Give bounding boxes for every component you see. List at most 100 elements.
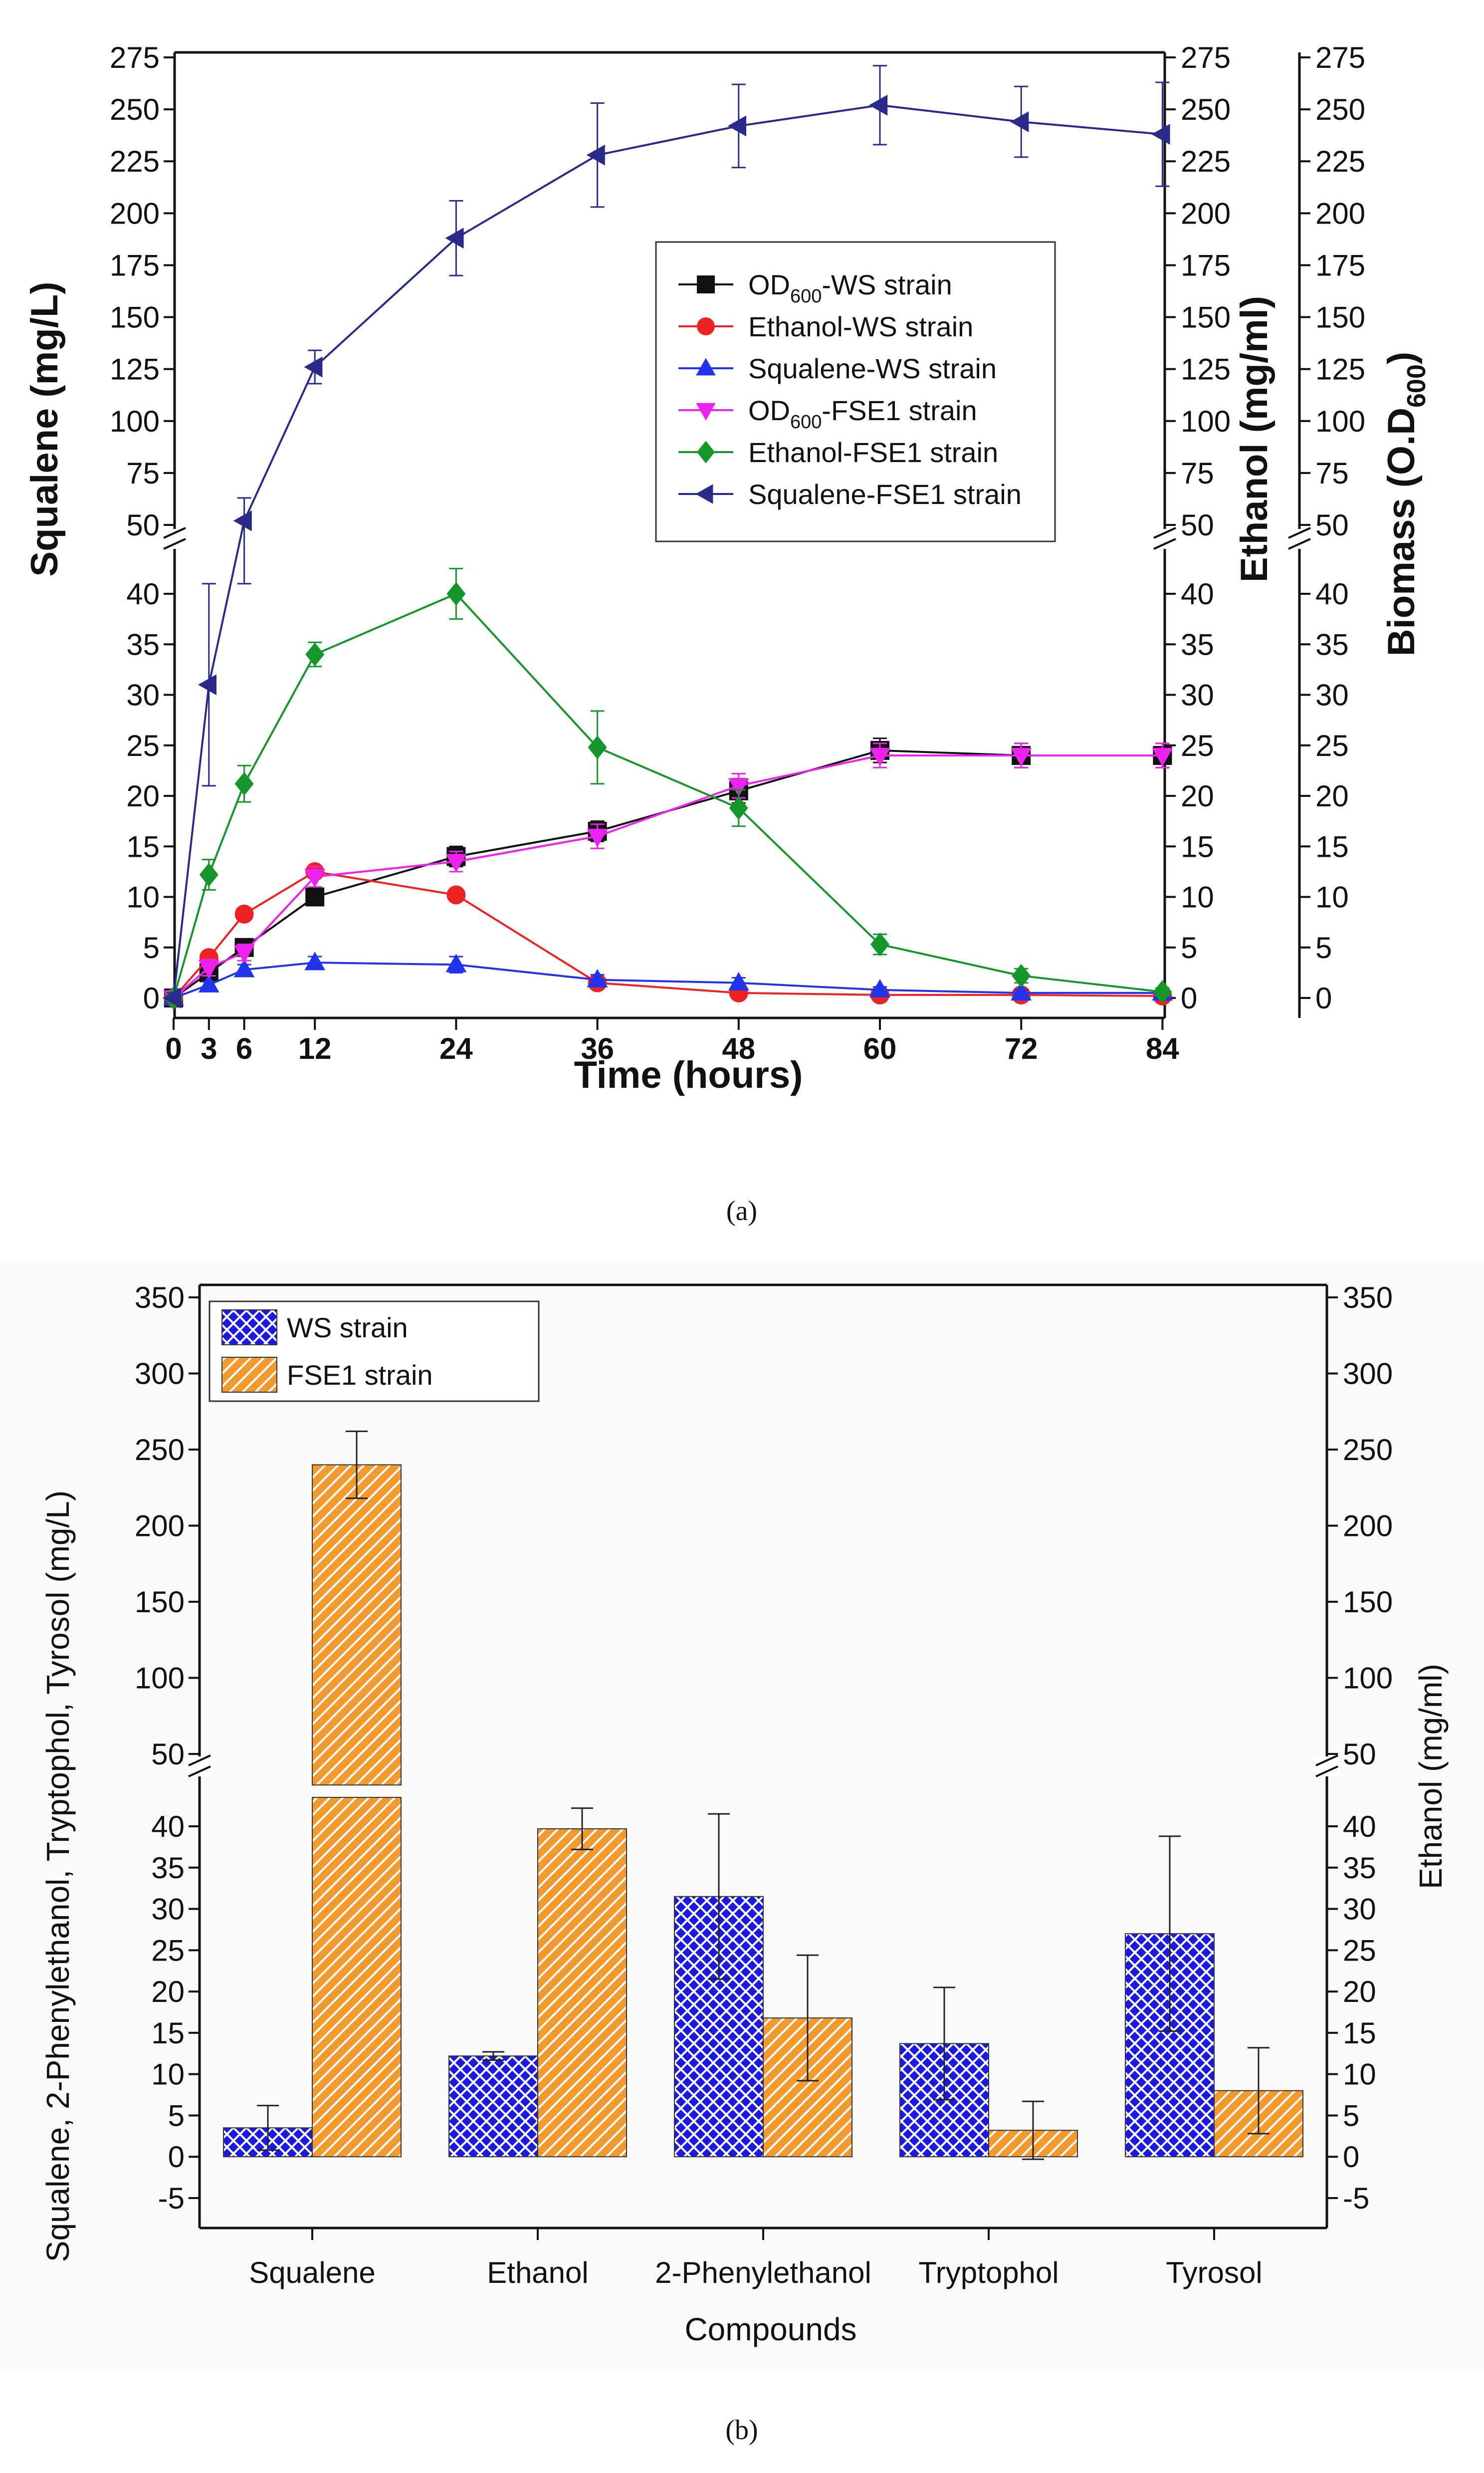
- chart-a-legend-label: OD600-WS strain: [748, 269, 952, 307]
- chart-a-xlabel: Time (hours): [574, 1054, 803, 1096]
- chart-a-point: [870, 932, 889, 957]
- chart-a-point: [233, 945, 255, 964]
- chart-a-point: [1012, 964, 1031, 988]
- chart-b-ytick-right-label: 100: [1343, 1662, 1393, 1695]
- chart-a-point: [587, 969, 608, 988]
- chart-b-xtick-label: Tyrosol: [1166, 2256, 1262, 2289]
- chart-a-ytick-right-label: 275: [1181, 41, 1231, 74]
- chart-a-legend-marker: [695, 484, 713, 504]
- chart-b-ytick-right-label: 30: [1343, 1893, 1376, 1926]
- chart-a-legend-label-main: Squalene-FSE1 strain: [748, 479, 1022, 510]
- chart-a-axis-break-0-slash-upper: [163, 527, 186, 539]
- chart-a-ytick-right-label: 0: [1181, 982, 1197, 1015]
- chart-a-ytick-right-label: 100: [1181, 405, 1231, 438]
- chart-b-ytick-left-label: 35: [151, 1851, 185, 1885]
- chart-b-background: [0, 1262, 1484, 2370]
- chart-a-ytick-left-label: 150: [110, 301, 160, 334]
- chart-a-point: [728, 778, 749, 797]
- chart-a-ytick-right-label: 15: [1181, 830, 1214, 863]
- chart-a-point: [1011, 747, 1032, 766]
- chart-a-point: [198, 674, 216, 696]
- chart-a-xtick-label: 72: [1005, 1032, 1038, 1065]
- caption-a: (a): [726, 1196, 757, 1227]
- chart-b-bars: [223, 1430, 1303, 2160]
- chart-a-xtick-label: 84: [1146, 1032, 1179, 1065]
- chart-b: -5051015202530354050100150200250300350-5…: [0, 1262, 1484, 2370]
- chart-a-legend-box: [655, 241, 1056, 542]
- chart-a-point: [587, 828, 608, 847]
- chart-a-point: [304, 952, 326, 971]
- chart-b-axis-break-0-slash-lower: [188, 1765, 211, 1777]
- chart-b-ytick-left-label: 350: [135, 1281, 185, 1314]
- chart-a-axis-break-2-slash-upper: [1288, 527, 1311, 539]
- chart-a-legend-marker: [696, 358, 716, 376]
- chart-b-ytick-left-label: 300: [135, 1357, 185, 1391]
- legend-ws-label: WS strain: [287, 1312, 408, 1343]
- chart-b-ytick-left-label: 25: [151, 1934, 185, 1967]
- chart-a-legend-marker: [696, 403, 716, 421]
- chart-b-ytick-right-label: 5: [1343, 2099, 1359, 2132]
- chart-a-series-line: [173, 754, 1163, 999]
- chart-a-ytick-right2-label: 30: [1315, 679, 1349, 712]
- chart-a-ytick-right2-label: 100: [1315, 405, 1365, 438]
- chart-b-ytick-right-label: 50: [1343, 1737, 1376, 1771]
- chart-b-ytick-right-label: 250: [1343, 1433, 1393, 1467]
- chart-a-point: [304, 869, 326, 888]
- chart-a-point: [588, 736, 607, 759]
- chart-b-ytick-left-label: 40: [151, 1810, 185, 1843]
- chart-b-ytick-left-label: 100: [135, 1662, 185, 1695]
- chart-a-ytick-right2-label: 10: [1315, 881, 1349, 914]
- chart-a-ytick-right-label: 250: [1181, 93, 1231, 126]
- chart-a-ytick-right-label: 5: [1181, 931, 1197, 965]
- chart-b-ytick-right-label: 350: [1343, 1281, 1393, 1314]
- chart-b-ytick-left-label: 0: [168, 2140, 185, 2174]
- chart-a-legend-label-main: Ethanol-FSE1 strain: [748, 437, 998, 468]
- chart-b-ylabel-right: Ethanol (mg/ml): [1413, 1664, 1449, 1889]
- chart-a-point: [446, 582, 466, 606]
- legend-ws-swatch: [221, 1309, 277, 1345]
- legend-fse1-label: FSE1 strain: [287, 1359, 433, 1391]
- chart-a-point: [729, 796, 748, 820]
- chart-b-axis-break-0: [187, 1754, 212, 1777]
- chart-b-ytick-right-label: 0: [1343, 2140, 1359, 2174]
- chart-a-ticks: 0510152025303540507510012515017520022525…: [110, 41, 1365, 1065]
- chart-b-axis-break-0-slash-upper: [188, 1754, 211, 1766]
- chart-b-legend: WS strain FSE1 strain: [209, 1300, 540, 1402]
- chart-a-ytick-right-label: 20: [1181, 779, 1214, 813]
- chart-a-ytick-right2-label: 20: [1315, 779, 1349, 813]
- chart-b-xlabel: Compounds: [684, 2311, 856, 2347]
- chart-a-ytick-right2-label: 175: [1315, 248, 1365, 282]
- chart-a-ytick-left-label: 15: [126, 830, 160, 863]
- chart-a-legend-label: Ethanol-WS strain: [748, 311, 973, 342]
- chart-b-ytick-left-label: 50: [151, 1737, 185, 1771]
- chart-a-ytick-right2-label: 35: [1315, 628, 1349, 661]
- chart-a-point: [445, 954, 467, 973]
- chart-a-ytick-left-label: 30: [126, 679, 160, 712]
- chart-a-legend: OD600-WS strain Ethanol-WS strain Squalene…: [655, 241, 1056, 542]
- chart-a-xtick-label: 0: [165, 1032, 182, 1065]
- chart-a-series-4: [164, 567, 1172, 1010]
- chart-a-ytick-right2-label: 15: [1315, 830, 1349, 863]
- chart-a-axis-break-2-slash-lower: [1288, 538, 1311, 550]
- chart-a-ylabel-left: Squalene (mg/L): [23, 281, 66, 576]
- chart-a-ytick-left-label: 25: [126, 729, 160, 762]
- chart-a-point: [727, 115, 746, 137]
- chart-a-ytick-left-label: 225: [110, 145, 160, 178]
- chart-a-ytick-left-label: 200: [110, 197, 160, 230]
- chart-a-point: [198, 960, 219, 979]
- chart-a-axis-break-1-slash-lower: [1153, 538, 1176, 550]
- chart-a-xtick-label: 12: [298, 1032, 332, 1065]
- chart-a-point: [304, 356, 323, 378]
- chart-a-ytick-right2-label: 250: [1315, 93, 1365, 126]
- chart-a-ytick-right2-label: 200: [1315, 197, 1365, 230]
- chart-a-legend-label: Squalene-WS strain: [748, 353, 997, 384]
- legend-fse1-swatch: [221, 1357, 277, 1393]
- chart-b-ytick-right-label: 20: [1343, 1975, 1376, 2008]
- chart-a-ytick-left-label: 5: [143, 931, 160, 965]
- chart-a-ytick-right-label: 25: [1181, 729, 1214, 762]
- chart-b-ytick-right-label: 15: [1343, 2016, 1376, 2050]
- chart-b-ytick-left-label: 150: [135, 1585, 185, 1619]
- chart-a: 0510152025303540507510012515017520022525…: [23, 41, 1431, 1096]
- chart-b-bar-1-upper: [312, 1464, 402, 1786]
